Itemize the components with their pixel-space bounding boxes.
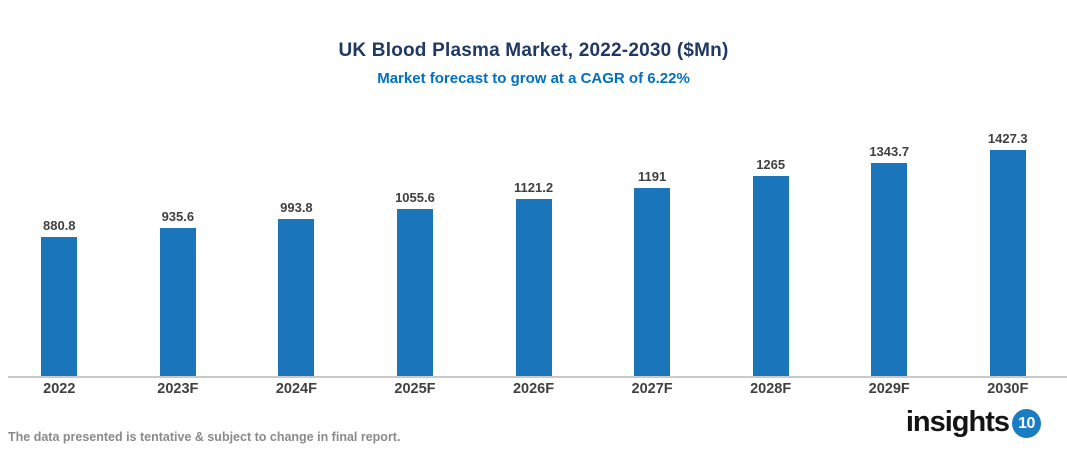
disclaimer-text: The data presented is tentative & subjec…	[8, 430, 401, 444]
bar	[41, 236, 78, 377]
x-axis-label: 2028F	[750, 381, 792, 397]
logo-text: insights	[905, 405, 1010, 438]
bars-area: 880.8 935.6 993.8 1055.6 1121.2 1191 1265 1343.…	[0, 0, 1067, 377]
bar	[515, 198, 552, 377]
bar-value-label: 1191	[637, 168, 667, 184]
bar-column: 880.8	[0, 0, 119, 377]
bar	[989, 150, 1026, 377]
bar-value-label: 1055.6	[395, 190, 435, 206]
bar-column: 1265	[711, 0, 830, 377]
bar-value-label: 1265	[756, 156, 786, 172]
x-axis-line	[8, 376, 1067, 378]
bar-column: 1343.7	[830, 0, 949, 377]
bar-value-label: 935.6	[161, 209, 195, 225]
bar	[634, 187, 671, 377]
bar	[752, 175, 789, 377]
bar-column: 1191	[593, 0, 712, 377]
bar-column: 993.8	[237, 0, 356, 377]
chart-header: UK Blood Plasma Market, 2022-2030 ($Mn) …	[0, 40, 1067, 87]
bar-value-label: 880.8	[43, 217, 76, 233]
x-axis-label: 2026F	[512, 381, 555, 397]
chart-title: UK Blood Plasma Market, 2022-2030 ($Mn)	[338, 40, 729, 61]
x-axis-label: 2023F	[157, 381, 199, 397]
x-axis-label: 2025F	[394, 381, 436, 397]
x-axis-label: 2030F	[987, 381, 1029, 397]
bar-value-label: 1343.7	[869, 144, 910, 160]
bar-value-label: 993.8	[280, 199, 313, 215]
insights10-logo: insights 10	[906, 406, 1041, 438]
bar-column: 935.6	[119, 0, 238, 377]
bar	[159, 228, 196, 377]
bar-chart: 880.8 935.6 993.8 1055.6 1121.2 1191 1265 1343.…	[0, 0, 1067, 378]
bar-column: 1121.2	[474, 0, 593, 377]
bar-column: 1055.6	[356, 0, 475, 377]
bar	[278, 218, 315, 377]
bar	[396, 209, 433, 377]
bar-value-label: 1121.2	[514, 179, 554, 195]
bar	[871, 163, 908, 377]
x-axis-label: 2029F	[868, 381, 910, 397]
bar-column: 1427.3	[949, 0, 1067, 377]
x-axis-label: 2027F	[631, 381, 673, 397]
x-axis-labels: 2022 2023F 2024F 2025F 2026F 2027F 2028F 2029F 2…	[0, 381, 1067, 397]
bar-value-label: 1427.3	[987, 131, 1028, 146]
x-axis-label: 2024F	[275, 381, 317, 397]
chart-subtitle: Market forecast to grow at a CAGR of 6.2…	[377, 70, 690, 87]
logo-badge: 10	[1012, 409, 1041, 438]
x-axis-label: 2022	[43, 381, 76, 397]
